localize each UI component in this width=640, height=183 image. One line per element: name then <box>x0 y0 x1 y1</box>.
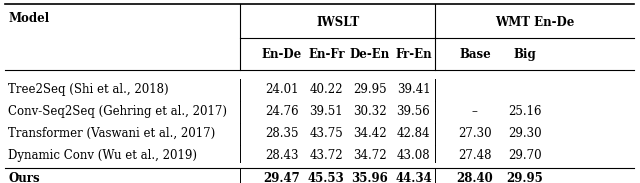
Text: Tree2Seq (Shi et al., 2018): Tree2Seq (Shi et al., 2018) <box>8 83 169 96</box>
Text: 29.70: 29.70 <box>508 149 541 162</box>
Text: 43.08: 43.08 <box>397 149 430 162</box>
Text: De-En: De-En <box>350 48 390 61</box>
Text: 24.01: 24.01 <box>265 83 298 96</box>
Text: 24.76: 24.76 <box>265 105 298 118</box>
Text: Model: Model <box>8 12 49 25</box>
Text: IWSLT: IWSLT <box>316 16 359 29</box>
Text: 43.75: 43.75 <box>310 127 343 140</box>
Text: Transformer (Vaswani et al., 2017): Transformer (Vaswani et al., 2017) <box>8 127 216 140</box>
Text: 39.41: 39.41 <box>397 83 430 96</box>
Text: 30.32: 30.32 <box>353 105 387 118</box>
Text: 27.30: 27.30 <box>458 127 492 140</box>
Text: WMT En-De: WMT En-De <box>495 16 574 29</box>
Text: Big: Big <box>513 48 536 61</box>
Text: 28.40: 28.40 <box>456 172 493 183</box>
Text: 29.47: 29.47 <box>263 172 300 183</box>
Text: 29.95: 29.95 <box>506 172 543 183</box>
Text: 25.16: 25.16 <box>508 105 541 118</box>
Text: 44.34: 44.34 <box>395 172 432 183</box>
Text: 39.51: 39.51 <box>310 105 343 118</box>
Text: 40.22: 40.22 <box>310 83 343 96</box>
Text: Dynamic Conv (Wu et al., 2019): Dynamic Conv (Wu et al., 2019) <box>8 149 197 162</box>
Text: 39.56: 39.56 <box>397 105 430 118</box>
Text: 34.42: 34.42 <box>353 127 387 140</box>
Text: –: – <box>472 105 478 118</box>
Text: Base: Base <box>459 48 491 61</box>
Text: 43.72: 43.72 <box>310 149 343 162</box>
Text: 35.96: 35.96 <box>351 172 388 183</box>
Text: 28.35: 28.35 <box>265 127 298 140</box>
Text: En-De: En-De <box>262 48 301 61</box>
Text: 28.43: 28.43 <box>265 149 298 162</box>
Text: 42.84: 42.84 <box>397 127 430 140</box>
Text: Fr-En: Fr-En <box>395 48 432 61</box>
Text: 29.30: 29.30 <box>508 127 541 140</box>
Text: 34.72: 34.72 <box>353 149 387 162</box>
Text: Ours: Ours <box>8 172 40 183</box>
Text: Conv-Seq2Seq (Gehring et al., 2017): Conv-Seq2Seq (Gehring et al., 2017) <box>8 105 227 118</box>
Text: 27.48: 27.48 <box>458 149 492 162</box>
Text: En-Fr: En-Fr <box>308 48 345 61</box>
Text: 29.95: 29.95 <box>353 83 387 96</box>
Text: 45.53: 45.53 <box>308 172 345 183</box>
